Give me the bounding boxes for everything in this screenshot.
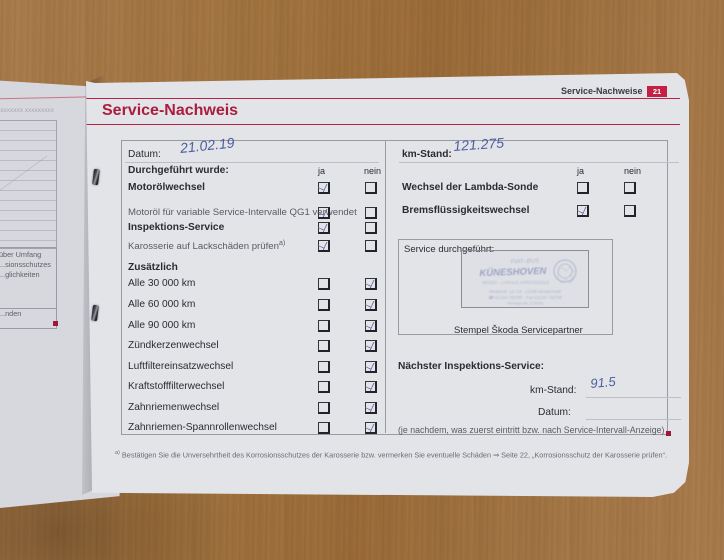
svg-text:KÜNESHOVEN: KÜNESHOVEN [479,266,548,279]
svg-text:Vertrags-Nr. 123456: Vertrags-Nr. 123456 [507,301,544,306]
svg-text:SKODA – LOKALE ADRESSZEILE: SKODA – LOKALE ADRESSZEILE [482,280,549,285]
svg-text:Musterstr. 12–14 · 12345 Muste: Musterstr. 12–14 · 12345 Musterstadt [489,289,561,294]
svg-text:FIAT–BUS: FIAT–BUS [511,258,539,265]
svg-text:☎ 01234 / 56789 · Fax 01234 /: ☎ 01234 / 56789 · Fax 01234 / 56798 [488,295,562,300]
